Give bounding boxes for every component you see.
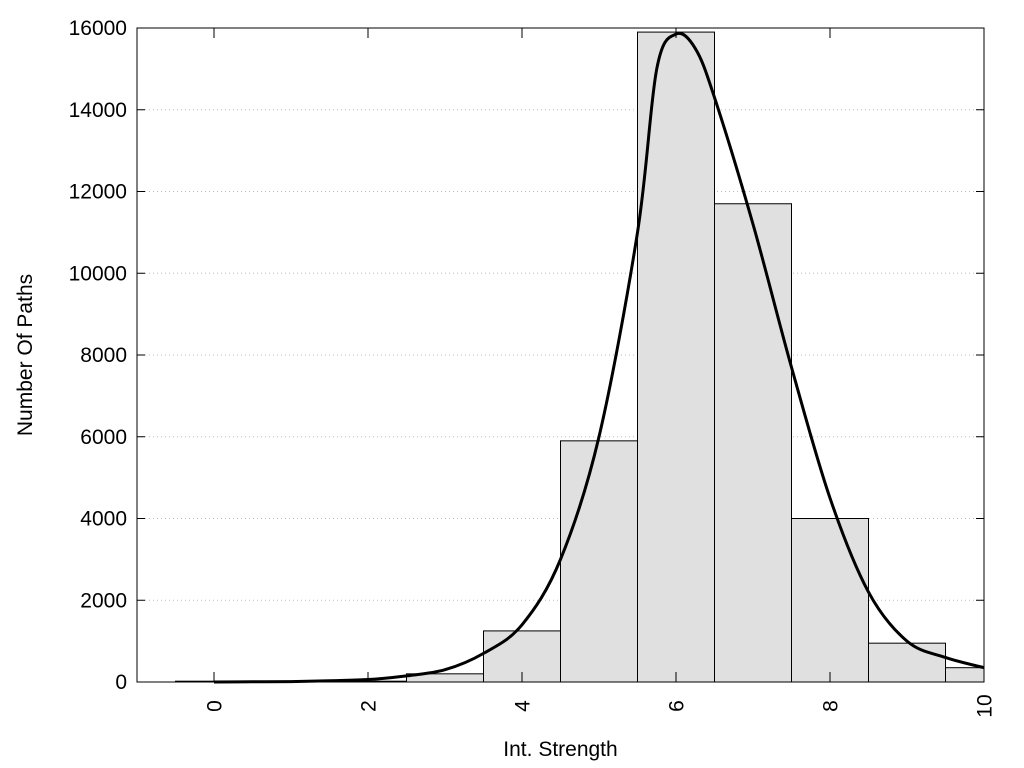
y-axis-label: Number Of Paths — [14, 274, 37, 436]
x-tick-label: 2 — [357, 700, 380, 712]
y-tick-label: 12000 — [69, 181, 127, 204]
histogram-bar — [560, 440, 638, 683]
x-tick-label: 6 — [665, 700, 688, 712]
y-tick-label: 2000 — [80, 589, 127, 612]
x-tick-label: 10 — [973, 694, 996, 717]
x-tick-label: 4 — [511, 700, 534, 712]
y-tick-label: 0 — [115, 671, 127, 694]
x-axis-label: Int. Strength — [503, 738, 617, 761]
axis-ticks: 0 2000 4000 6000 8000 10000 12000 14000 16000 0 2 4… — [69, 17, 997, 718]
y-tick-label: 6000 — [80, 426, 127, 449]
histogram-bar — [791, 518, 869, 683]
histogram-bars — [175, 31, 985, 683]
y-tick-label: 14000 — [69, 99, 127, 122]
y-tick-label: 8000 — [80, 344, 127, 367]
density-curve — [213, 31, 985, 684]
histogram-bar — [945, 667, 985, 683]
histogram-bar — [868, 642, 946, 683]
x-tick-label: 8 — [819, 700, 842, 712]
x-tick-label: 0 — [203, 700, 226, 712]
histogram-bar — [714, 203, 792, 683]
density-curve-line — [213, 31, 985, 684]
y-tick-label: 4000 — [80, 508, 127, 531]
y-tick-label: 10000 — [69, 262, 127, 285]
histogram-bar — [637, 31, 715, 683]
y-tick-label: 16000 — [69, 17, 127, 40]
